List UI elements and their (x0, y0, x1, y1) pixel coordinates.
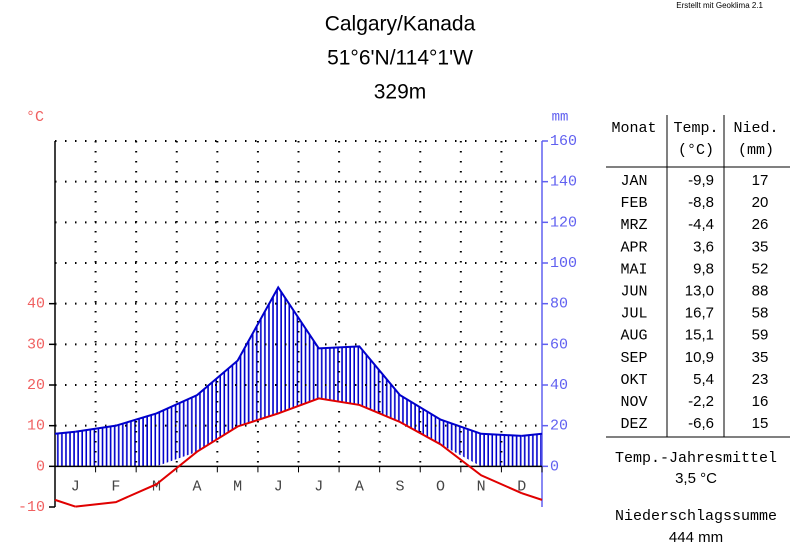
x-tick-label: A (355, 478, 364, 495)
y-tick-label: 10 (27, 418, 45, 435)
table-precip: 88 (752, 282, 769, 299)
table-temp: 13,0 (685, 282, 714, 299)
x-tick-label: J (71, 478, 80, 495)
table-month: FEB (620, 195, 647, 212)
table-precip: 59 (752, 327, 769, 344)
x-tick-label: D (517, 478, 526, 495)
table-header-cell: Temp. (673, 120, 718, 137)
table-month: APR (620, 239, 647, 256)
x-tick-label: J (274, 478, 283, 495)
table-precip: 23 (752, 371, 769, 388)
table-month: JUL (620, 306, 647, 323)
precip-line (75, 285, 522, 437)
temp-line (75, 397, 523, 508)
table-month: SEP (620, 350, 647, 367)
table-temp: 9,8 (693, 260, 714, 277)
sum-label: Niederschlagssumme (615, 508, 777, 525)
table-precip: 35 (752, 238, 769, 255)
table-month: MAI (620, 261, 647, 278)
x-tick-label: O (436, 478, 445, 495)
edge-extension (54, 430, 543, 437)
y2-tick-label: 160 (550, 133, 577, 150)
x-tick-label: M (233, 478, 242, 495)
y-tick-label: 20 (27, 377, 45, 394)
table-temp: -6,6 (688, 415, 714, 432)
table-precip: 35 (752, 349, 769, 366)
plot: 0 20 40 60 80 100 120 140 160 -10 0 10 20 30 40 J F M A M J J… (18, 133, 577, 516)
edge-extension (54, 492, 543, 508)
table-frame (606, 115, 790, 438)
table-header-cell: (mm) (738, 142, 774, 159)
y-tick-label: 30 (27, 336, 45, 353)
y2-tick-label: 60 (550, 336, 568, 353)
table-header-cell: Nied. (733, 120, 778, 137)
table-precip: 16 (752, 393, 769, 410)
table-temp: 15,1 (685, 327, 714, 344)
table-precip: 52 (752, 260, 769, 277)
y2-tick-label: 40 (550, 377, 568, 394)
x-tick-label: M (152, 478, 161, 495)
x-tick-label: N (477, 478, 486, 495)
x-tick-label: J (314, 478, 323, 495)
table-precip: 17 (752, 172, 769, 189)
table-temp: 3,6 (693, 238, 714, 255)
y2-tick-label: 20 (550, 418, 568, 435)
table-month: AUG (620, 328, 647, 345)
y2-tick-label: 0 (550, 458, 559, 475)
sum-value: 444 mm (669, 529, 723, 546)
table-header-cell: Monat (611, 120, 656, 137)
table-temp: 5,4 (693, 371, 714, 388)
table-month: MRZ (620, 217, 647, 234)
y2-tick-label: 80 (550, 296, 568, 313)
table-header-cell: (°C) (678, 142, 714, 159)
table-header: Monat Temp. (°C) Nied. (mm) (611, 120, 778, 159)
chart-subtitle: 329m (374, 81, 427, 104)
mean-label: Temp.-Jahresmittel (615, 450, 777, 467)
table-precip: 20 (752, 194, 769, 211)
table-temp: -9,9 (688, 172, 714, 189)
mean-value: 3,5 °C (675, 470, 717, 487)
table-temp: 10,9 (685, 349, 714, 366)
y2-tick-label: 100 (550, 255, 577, 272)
table-month: JUN (620, 283, 647, 300)
y-tick-label: 0 (36, 458, 45, 475)
table-temp: -2,2 (688, 393, 714, 410)
chart-subtitle: 51°6'N/114°1'W (327, 47, 473, 70)
credit: Erstellt mit Geoklima 2.1 (676, 1, 763, 10)
precip-hatch (55, 287, 542, 467)
x-tick-label: S (395, 478, 404, 495)
y-tick-label: -10 (18, 499, 45, 516)
table-month: NOV (620, 394, 647, 411)
table-precip: 26 (752, 216, 769, 233)
table-precip: 15 (752, 415, 769, 432)
y2-tick-label: 140 (550, 174, 577, 191)
chart-title: Calgary/Kanada (325, 13, 476, 36)
y-tick-label: 40 (27, 296, 45, 313)
table-temp: 16,7 (685, 305, 714, 322)
y-axis-label: °C (26, 109, 44, 126)
table-precip: 58 (752, 305, 769, 322)
y2-axis-label: mm (552, 110, 569, 126)
table-temp: -8,8 (688, 194, 714, 211)
table-month: JAN (620, 173, 647, 190)
table-temp: -4,4 (688, 216, 714, 233)
y2-tick-label: 120 (550, 214, 577, 231)
table-month: DEZ (620, 416, 647, 433)
x-tick-label: A (193, 478, 202, 495)
x-tick-label: F (111, 478, 120, 495)
table-month: OKT (620, 372, 647, 389)
